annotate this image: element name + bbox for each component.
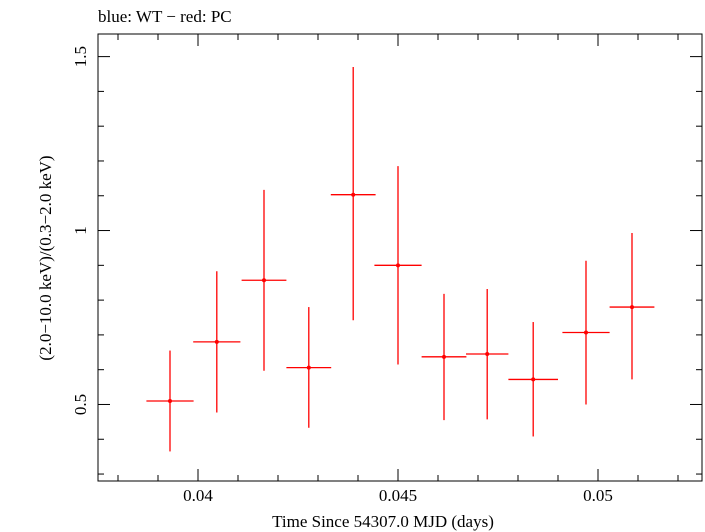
data-point [146,350,194,452]
data-point [193,271,241,413]
point-marker [485,352,490,357]
point-marker [584,330,588,335]
point-marker [306,365,311,370]
data-point [241,189,287,371]
point-marker [630,305,634,310]
x-tick-label: 0.05 [583,486,613,505]
x-axis-label: Time Since 54307.0 MJD (days) [272,512,494,531]
data-point [330,67,376,321]
y-axis: 0.5 1 1.5 [71,46,702,475]
data-point [421,293,467,421]
x-tick-label: 0.04 [183,486,213,505]
data-point [562,260,610,405]
y-axis-label: (2.0−10.0 keV)/(0.3−2.0 keV) [36,155,55,360]
data-point [374,166,422,365]
point-marker [168,398,172,403]
point-marker [531,377,536,382]
x-tick-label: 0.045 [379,486,417,505]
y-tick-label: 0.5 [71,394,90,415]
plot-frame [97,33,703,482]
y-tick-label: 1.5 [71,46,90,67]
point-marker [442,354,446,359]
point-marker [396,263,400,268]
chart-title: blue: WT − red: PC [98,7,232,26]
data-series [146,67,655,452]
point-marker [351,192,356,197]
data-point [286,307,332,428]
data-point [609,232,655,380]
data-point [466,288,509,420]
data-point [508,322,558,437]
x-axis: 0.04 0.045 0.05 [117,34,679,505]
y-tick-label: 1 [71,226,90,235]
point-marker [214,339,219,344]
point-marker [262,278,266,283]
